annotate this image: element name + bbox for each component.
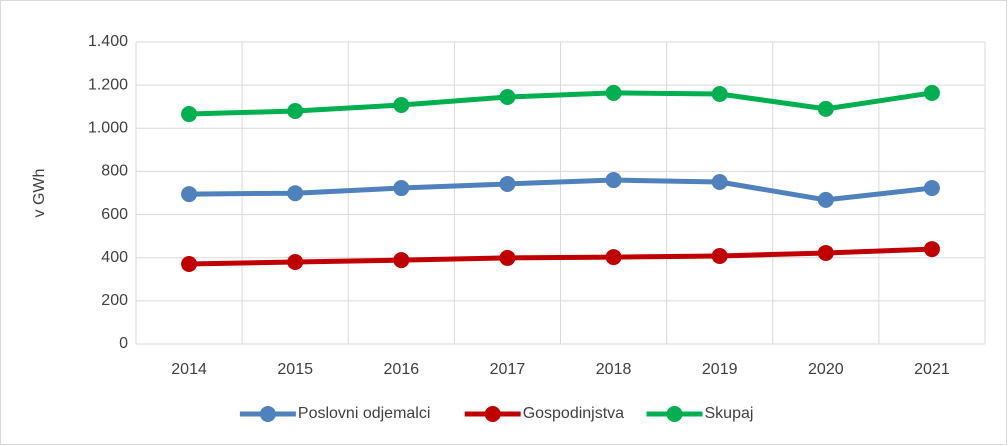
- y-tick-label: 0: [119, 335, 128, 352]
- series-line: [188, 90, 933, 117]
- data-point: [499, 249, 516, 266]
- data-point: [605, 84, 622, 101]
- data-point: [711, 85, 728, 102]
- data-point: [287, 254, 304, 271]
- data-point: [817, 100, 834, 117]
- data-point: [181, 255, 198, 272]
- x-tick-label: 2016: [384, 361, 420, 378]
- x-tick-label: 2015: [277, 361, 313, 378]
- y-axis-label: v GWh: [31, 169, 48, 218]
- y-tick-label: 600: [101, 206, 128, 223]
- y-tick-label: 200: [101, 292, 128, 309]
- x-tick-label: 2014: [171, 361, 207, 378]
- legend-label: Poslovni odjemalci: [298, 405, 431, 422]
- data-point: [499, 89, 516, 106]
- data-point: [923, 241, 940, 258]
- legend-label: Skupaj: [705, 405, 754, 422]
- data-point: [711, 247, 728, 264]
- data-point: [923, 84, 940, 101]
- legend-marker: [484, 406, 501, 422]
- y-tick-label: 1.400: [88, 33, 128, 50]
- series-line: [189, 246, 933, 267]
- data-point: [287, 185, 304, 202]
- data-point: [817, 244, 834, 261]
- data-point: [393, 180, 410, 197]
- series-line: [189, 177, 933, 203]
- data-point: [181, 186, 198, 203]
- y-tick-label: 1.200: [88, 76, 128, 93]
- x-tick-label: 2019: [702, 361, 738, 378]
- data-point: [923, 180, 940, 197]
- data-point: [393, 96, 410, 113]
- y-tick-label: 800: [101, 163, 128, 180]
- data-point: [499, 175, 516, 192]
- legend-label: Gospodinjstva: [523, 405, 624, 422]
- data-point: [711, 173, 728, 190]
- data-point: [605, 172, 622, 189]
- x-tick-label: 2020: [808, 361, 844, 378]
- y-tick-label: 400: [101, 249, 128, 266]
- data-point: [287, 103, 304, 120]
- legend-marker: [259, 406, 276, 422]
- legend-marker: [666, 406, 683, 422]
- data-point: [393, 252, 410, 269]
- y-tick-label: 1.000: [88, 120, 128, 137]
- x-tick-label: 2017: [490, 361, 526, 378]
- x-tick-label: 2018: [596, 361, 632, 378]
- data-point: [605, 249, 622, 266]
- data-point: [181, 106, 198, 123]
- data-point: [817, 191, 834, 208]
- x-tick-label: 2021: [914, 361, 950, 378]
